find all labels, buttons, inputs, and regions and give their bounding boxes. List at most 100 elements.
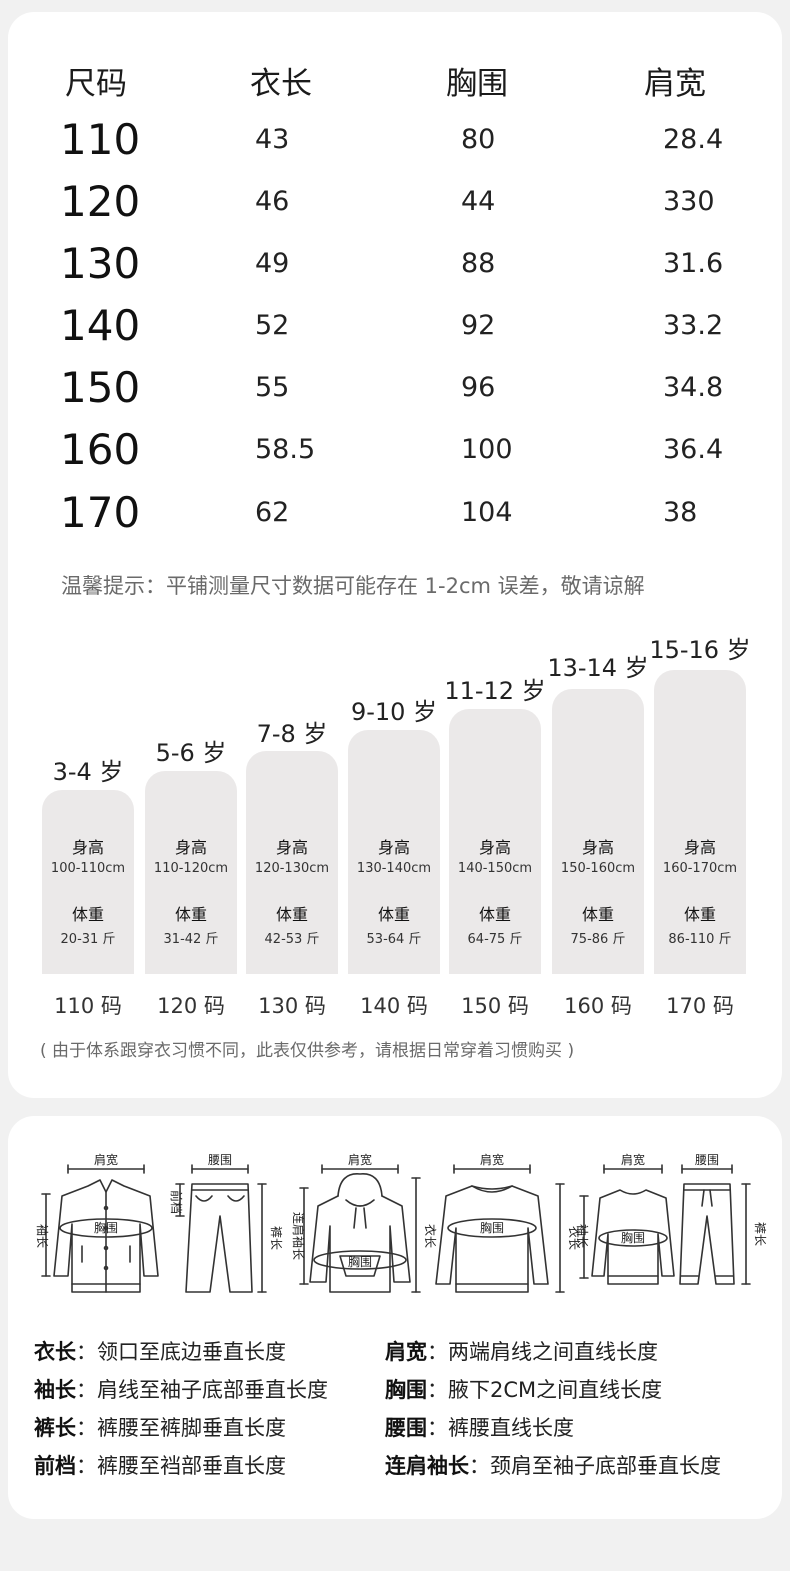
size-code: 120 码: [157, 994, 225, 1018]
definition-separator: ：: [76, 1378, 97, 1402]
definition-item: 袖长：肩线至袖子底部垂直长度: [34, 1374, 328, 1404]
definition-separator: ：: [427, 1340, 448, 1364]
age-column: 7-8 岁 身高 120-130cm 体重 42-53 斤 130 码: [246, 612, 338, 1032]
header-size: 尺码: [65, 66, 127, 102]
reference-note: ( 由于体系跟穿衣习惯不同，此表仅供参考，请根据日常穿着习惯购买 ): [40, 1041, 575, 1061]
definition-item: 前档：裤腰至裆部垂直长度: [34, 1450, 286, 1480]
definition-term: 裤长: [34, 1416, 76, 1440]
definition-desc: 腋下2CM之间直线长度: [448, 1378, 663, 1402]
height-label: 身高: [71, 838, 104, 857]
garment-label-shoulder: 肩宽: [348, 1152, 372, 1167]
age-label: 13-14 岁: [547, 654, 649, 682]
sweatshirt-icon: 肩宽 胸围 袖长: [575, 1152, 675, 1285]
age-column: 9-10 岁 身高 130-140cm 体重 53-64 斤 140 码: [348, 612, 440, 1032]
shoulder-cell: 38: [663, 497, 698, 528]
jogger-pants-icon: 腰围 裤长: [679, 1153, 767, 1285]
definition-term: 衣长: [34, 1340, 76, 1364]
age-bar: [246, 751, 338, 974]
definition-term: 肩宽: [385, 1340, 427, 1364]
age-label: 7-8 岁: [256, 720, 328, 748]
height-label: 身高: [174, 838, 207, 857]
shoulder-cell: 31.6: [663, 248, 724, 279]
size-code: 170 码: [666, 994, 734, 1018]
weight-value: 42-53 斤: [264, 932, 320, 947]
age-column: 3-4 岁 身高 100-110cm 体重 20-31 斤 110 码: [42, 612, 134, 1032]
weight-label: 体重: [581, 905, 614, 924]
definition-separator: ：: [76, 1340, 97, 1364]
shoulder-cell: 330: [663, 186, 715, 217]
sweater-icon: 肩宽 胸围 衣长: [435, 1152, 582, 1293]
size-cell: 150: [60, 363, 141, 412]
definition-separator: ：: [469, 1454, 490, 1478]
definition-desc: 两端肩线之间直线长度: [448, 1340, 658, 1364]
definition-term: 腰围: [385, 1416, 427, 1440]
garment-label-pants-length: 裤长: [753, 1222, 767, 1246]
age-label: 11-12 岁: [444, 677, 546, 705]
weight-value: 31-42 斤: [163, 932, 219, 947]
age-bar: [145, 771, 237, 974]
chest-cell: 96: [461, 372, 496, 403]
definition-separator: ：: [76, 1416, 97, 1440]
shoulder-cell: 33.2: [663, 310, 724, 341]
table-row: 140 52 92 33.2: [8, 295, 782, 357]
table-row: 130 49 88 31.6: [8, 233, 782, 295]
garment-label-sleeve: 袖长: [575, 1224, 590, 1248]
pants-icon: 腰围 前档 裤长: [169, 1153, 283, 1293]
size-code: 160 码: [564, 994, 632, 1018]
size-code: 150 码: [461, 994, 529, 1018]
definition-desc: 颈肩至袖子底部垂直长度: [490, 1454, 721, 1478]
size-cell: 130: [60, 239, 141, 288]
height-label: 身高: [478, 838, 511, 857]
definition-term: 袖长: [34, 1378, 76, 1402]
age-column: 5-6 岁 身高 110-120cm 体重 31-42 斤 120 码: [145, 612, 237, 1032]
height-value: 160-170cm: [662, 861, 738, 876]
definition-item: 肩宽：两端肩线之间直线长度: [385, 1336, 658, 1366]
age-bar: [348, 730, 440, 974]
weight-value: 53-64 斤: [366, 932, 422, 947]
age-column: 15-16 岁 身高 160-170cm 体重 86-110 斤 170 码: [649, 612, 750, 1032]
garment-label-shoulder: 肩宽: [621, 1152, 645, 1167]
table-row: 160 58.5 100 36.4: [8, 419, 782, 481]
size-cell: 110: [60, 115, 141, 164]
size-code: 130 码: [258, 994, 326, 1018]
garment-label-rise: 前档: [169, 1190, 184, 1214]
shoulder-cell: 28.4: [663, 124, 724, 155]
chest-cell: 92: [461, 310, 496, 341]
weight-value: 75-86 斤: [570, 932, 626, 947]
definition-item: 衣长：领口至底边垂直长度: [34, 1336, 286, 1366]
height-value: 120-130cm: [254, 861, 330, 876]
garment-label-chest: 胸围: [621, 1230, 645, 1245]
garment-label-body-length: 衣长: [567, 1226, 582, 1250]
size-code: 110 码: [54, 994, 122, 1018]
age-label: 9-10 岁: [350, 698, 438, 726]
size-chart-card: 尺码 衣长 胸围 肩宽 110 43 80 28.4 120 46 44 330…: [8, 12, 782, 1098]
definition-separator: ：: [76, 1454, 97, 1478]
table-row: 170 62 104 38: [8, 482, 782, 544]
definition-separator: ：: [427, 1378, 448, 1402]
definition-desc: 裤腰至裤脚垂直长度: [97, 1416, 286, 1440]
size-cell: 170: [60, 488, 141, 537]
garment-label-pants-length: 裤长: [269, 1226, 283, 1250]
chest-cell: 104: [461, 497, 513, 528]
definition-desc: 领口至底边垂直长度: [97, 1340, 286, 1364]
age-size-chart: 3-4 岁 身高 100-110cm 体重 20-31 斤 110 码 5-6 …: [8, 612, 782, 1032]
shoulder-cell: 36.4: [663, 434, 724, 465]
height-label: 身高: [683, 838, 716, 857]
age-label: 3-4 岁: [52, 758, 124, 786]
header-chest: 胸围: [446, 66, 508, 102]
size-code: 140 码: [360, 994, 428, 1018]
table-row: 150 55 96 34.8: [8, 357, 782, 419]
weight-label: 体重: [71, 905, 104, 924]
table-row: 110 43 80 28.4: [8, 109, 782, 171]
age-bar: [654, 670, 746, 974]
garment-label-sleeve: 袖长: [35, 1224, 50, 1248]
weight-label: 体重: [478, 905, 511, 924]
garment-illustrations: 肩宽 胸围 袖长 腰围: [8, 1116, 782, 1316]
measurement-guide-card: 肩宽 胸围 袖长 腰围: [8, 1116, 782, 1519]
hoodie-icon: 肩宽 胸围 连肩袖长 衣长: [291, 1152, 438, 1293]
chest-cell: 44: [461, 186, 496, 217]
height-value: 150-160cm: [560, 861, 636, 876]
garment-label-chest: 胸围: [94, 1220, 118, 1235]
definition-desc: 肩线至袖子底部垂直长度: [97, 1378, 328, 1402]
weight-value: 86-110 斤: [668, 932, 732, 947]
